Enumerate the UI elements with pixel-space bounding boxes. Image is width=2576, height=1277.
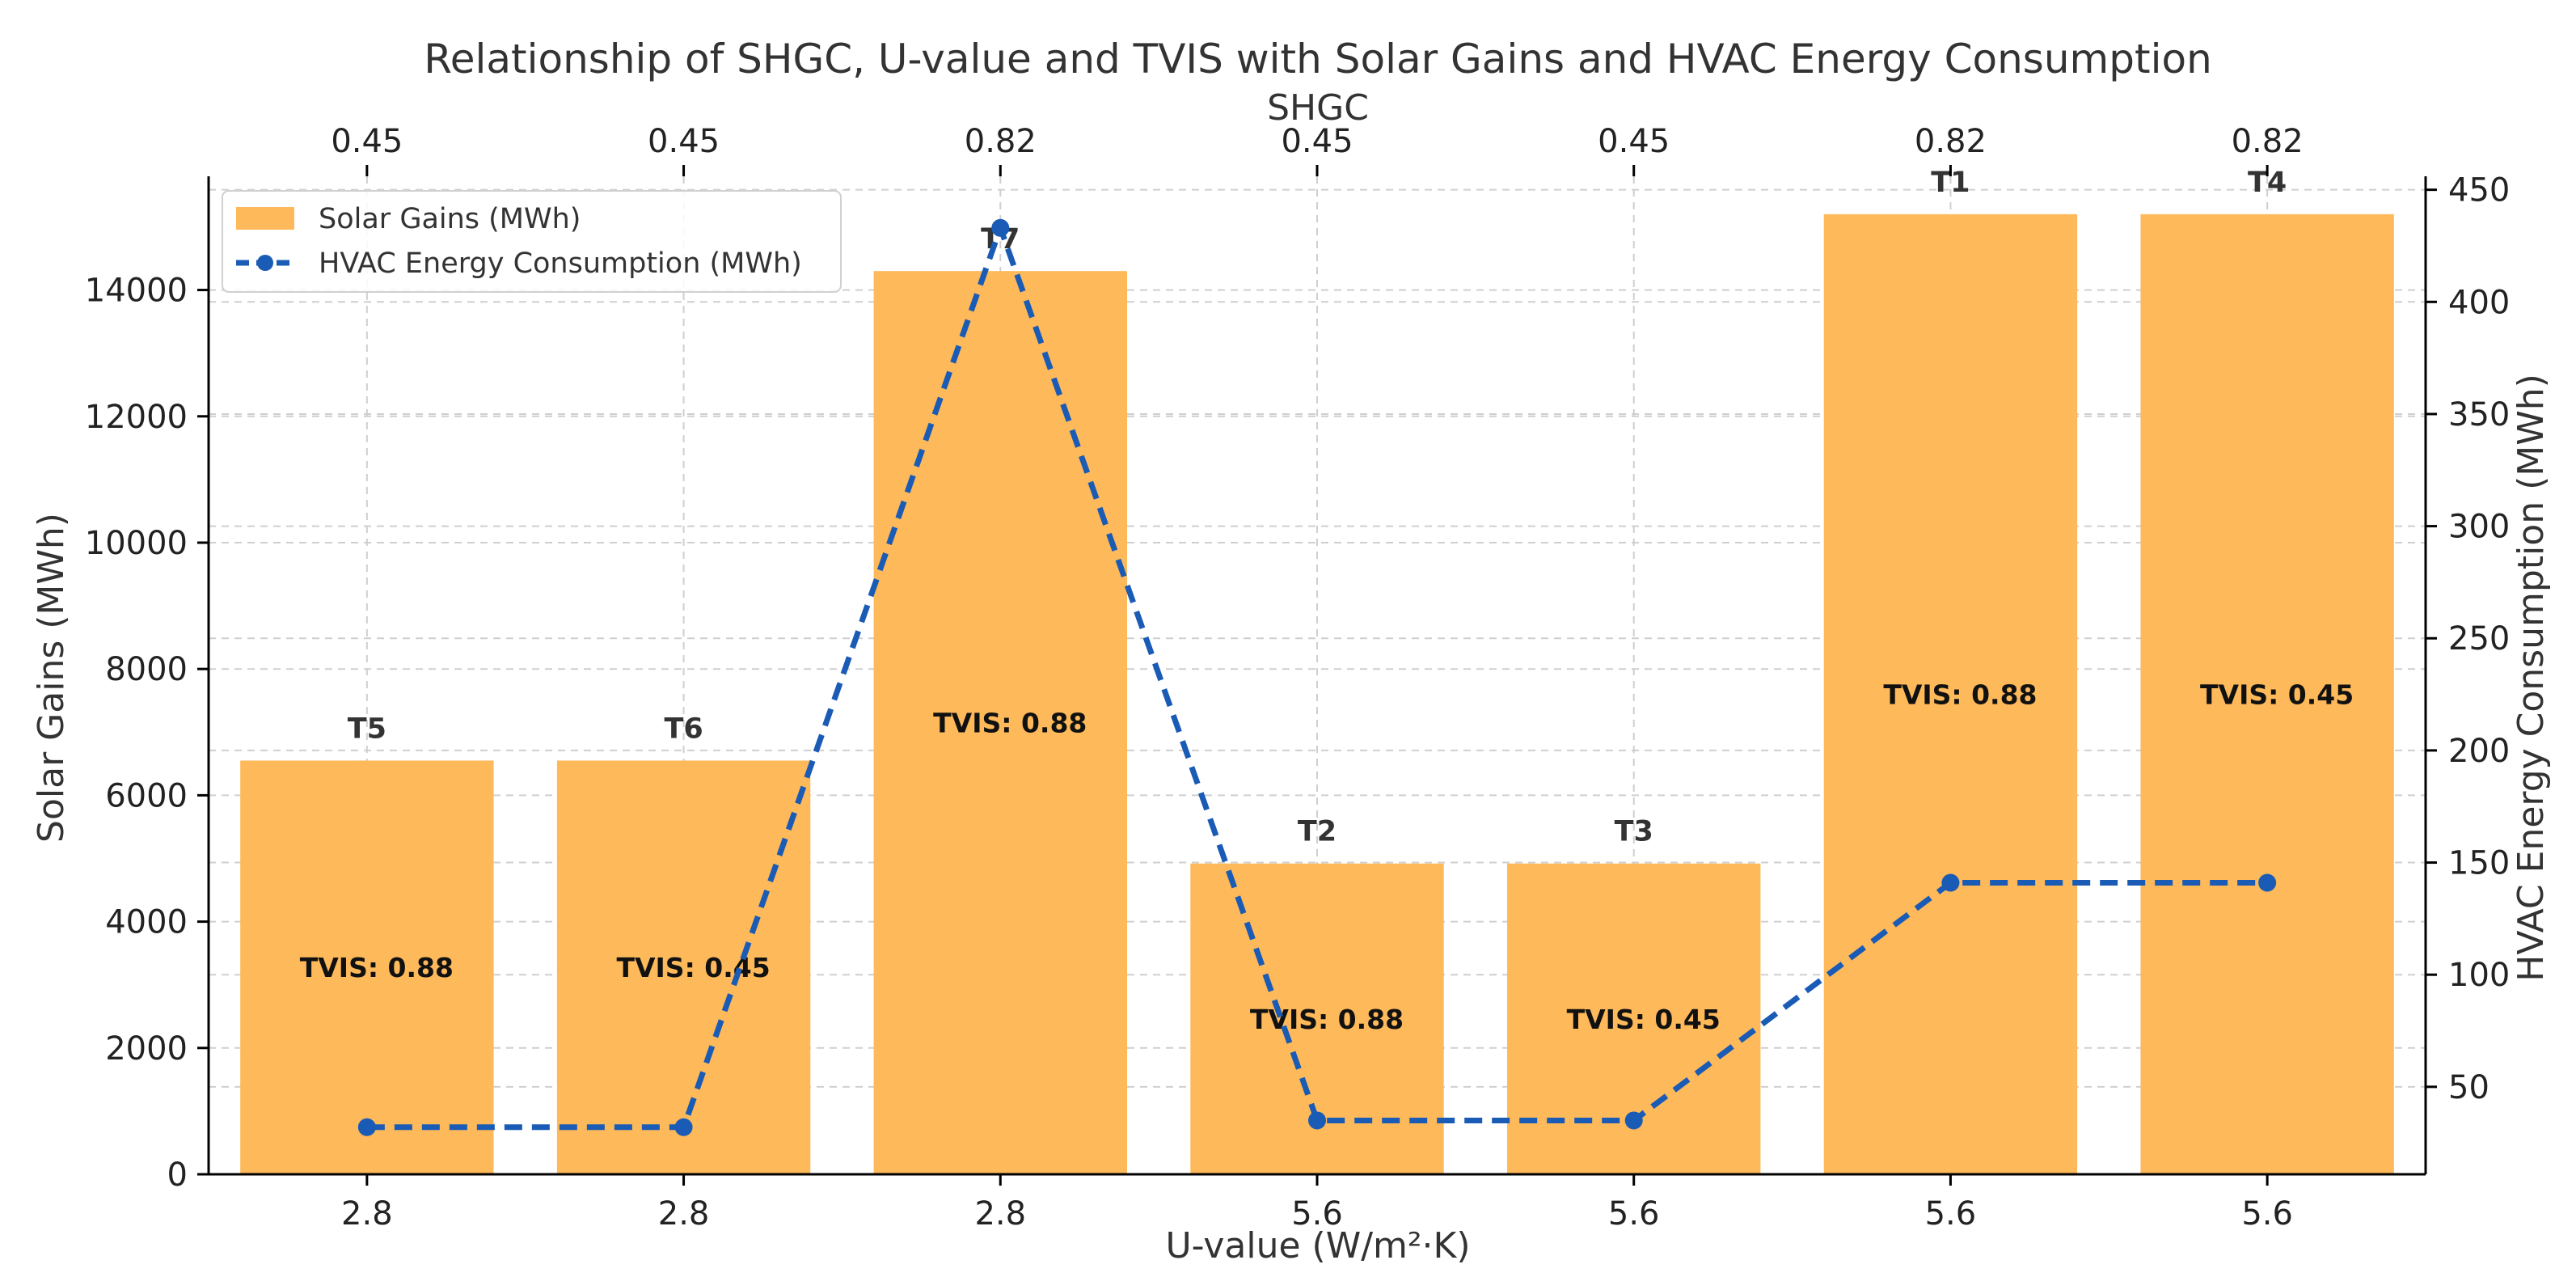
top-axis-label: SHGC <box>1267 87 1369 129</box>
bar-T4 <box>2140 214 2394 1175</box>
bar-label-T3: T3 <box>1615 816 1653 848</box>
bar-label-T2: T2 <box>1298 816 1337 848</box>
y-tick-left-label-4000: 4000 <box>105 904 188 941</box>
hvac-point-T3 <box>1624 1111 1643 1130</box>
legend-frame <box>222 190 842 293</box>
tvis-label-T7: TVIS: 0.88 <box>933 708 1087 739</box>
x-tick-top-label-2: 0.82 <box>965 123 1037 160</box>
y-tick-left-label-2000: 2000 <box>105 1030 188 1068</box>
x-tick-bottom-label-0: 2.8 <box>341 1195 393 1233</box>
hvac-point-T4 <box>2258 873 2277 892</box>
x-tick-bottom-label-6: 5.6 <box>2241 1195 2293 1233</box>
y-tick-right-label-200: 200 <box>2448 733 2510 770</box>
y-tick-right-label-450: 450 <box>2448 172 2510 209</box>
x-tick-top-label-6: 0.82 <box>2232 123 2304 160</box>
y-axis-label-right: HVAC Energy Consumption (MWh) <box>2511 374 2552 982</box>
bar-T1 <box>1823 214 2078 1175</box>
y-tick-right-label-50: 50 <box>2448 1069 2489 1106</box>
y-tick-left-label-6000: 6000 <box>105 777 188 814</box>
axes-layer: 0 2000 4000 6000 8000 10000 12000 14000 50 100 150… <box>85 123 2511 1233</box>
bar-label-T6: T6 <box>664 712 703 745</box>
x-tick-bottom-label-3: 5.6 <box>1291 1195 1343 1233</box>
y-tick-right-label-150: 150 <box>2448 845 2510 882</box>
bar-label-T5: T5 <box>348 712 386 745</box>
hvac-point-T2 <box>1308 1111 1326 1130</box>
hvac-point-T7 <box>991 218 1010 237</box>
y-tick-left-label-0: 0 <box>167 1156 188 1194</box>
y-tick-right-label-400: 400 <box>2448 284 2510 321</box>
x-tick-bottom-label-4: 5.6 <box>1608 1195 1660 1233</box>
line-layer <box>357 218 2277 1136</box>
bar-T7 <box>873 271 1127 1175</box>
tvis-label-T4: TVIS: 0.45 <box>2200 679 2354 710</box>
tvis-label-T2: TVIS: 0.88 <box>1250 1004 1404 1035</box>
legend-swatch-hvac-marker <box>257 255 273 271</box>
x-tick-top-label-3: 0.45 <box>1281 123 1353 160</box>
tvis-label-T6: TVIS: 0.45 <box>616 952 770 983</box>
bars-layer <box>240 214 2394 1175</box>
legend-label-hvac: HVAC Energy Consumption (MWh) <box>319 247 802 280</box>
hvac-point-T6 <box>674 1118 693 1136</box>
tvis-label-T5: TVIS: 0.88 <box>300 952 454 983</box>
chart-title: Relationship of SHGC, U-value and TVIS w… <box>424 36 2212 82</box>
legend-label-solar-gains: Solar Gains (MWh) <box>319 203 581 235</box>
x-tick-top-label-0: 0.45 <box>331 123 403 160</box>
x-tick-bottom-label-5: 5.6 <box>1925 1195 1977 1233</box>
x-axis-label: U-value (W/m²·K) <box>1165 1225 1470 1266</box>
y-tick-left-label-12000: 12000 <box>85 399 188 436</box>
bar-T5 <box>240 760 494 1174</box>
tvis-label-T3: TVIS: 0.45 <box>1567 1004 1721 1035</box>
bar-T6 <box>556 760 811 1174</box>
y-axis-label-left: Solar Gains (MWh) <box>31 513 72 843</box>
x-tick-bottom-label-1: 2.8 <box>658 1195 710 1233</box>
x-tick-top-label-1: 0.45 <box>648 123 720 160</box>
hvac-point-T1 <box>1941 873 1960 892</box>
x-tick-top-label-5: 0.82 <box>1915 123 1987 160</box>
y-tick-right-label-250: 250 <box>2448 620 2510 658</box>
y-tick-right-label-350: 350 <box>2448 396 2510 433</box>
y-tick-left-label-14000: 14000 <box>85 273 188 310</box>
y-tick-right-label-100: 100 <box>2448 957 2510 994</box>
x-tick-top-label-4: 0.45 <box>1598 123 1670 160</box>
y-tick-left-label-8000: 8000 <box>105 651 188 688</box>
y-tick-left-label-10000: 10000 <box>85 525 188 562</box>
legend-swatch-solar-gains <box>236 207 294 230</box>
x-tick-bottom-label-2: 2.8 <box>974 1195 1026 1233</box>
legend: Solar Gains (MWh) HVAC Energy Consumptio… <box>222 190 842 293</box>
y-tick-right-label-300: 300 <box>2448 509 2510 546</box>
hvac-point-T5 <box>357 1118 376 1136</box>
tvis-label-T1: TVIS: 0.88 <box>1883 679 2037 710</box>
